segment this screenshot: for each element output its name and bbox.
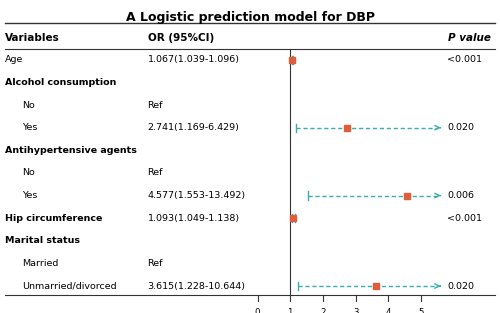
Text: Ref: Ref <box>148 100 163 110</box>
Text: 0.006: 0.006 <box>448 191 474 200</box>
Text: 4.577(1.553-13.492): 4.577(1.553-13.492) <box>148 191 246 200</box>
Text: Yes: Yes <box>22 191 38 200</box>
Text: Marital status: Marital status <box>5 236 80 245</box>
Text: OR (95%CI): OR (95%CI) <box>148 33 214 43</box>
Text: <0.001: <0.001 <box>448 55 482 64</box>
Text: 0: 0 <box>255 308 260 313</box>
Text: Yes: Yes <box>22 123 38 132</box>
Text: 3.615(1.228-10.644): 3.615(1.228-10.644) <box>148 281 246 290</box>
Text: <0.001: <0.001 <box>448 214 482 223</box>
Text: 1.093(1.049-1.138): 1.093(1.049-1.138) <box>148 214 240 223</box>
Text: 4: 4 <box>386 308 391 313</box>
Text: 1.067(1.039-1.096): 1.067(1.039-1.096) <box>148 55 240 64</box>
Text: Antihypertensive agents: Antihypertensive agents <box>5 146 137 155</box>
Text: No: No <box>22 100 35 110</box>
Text: 2: 2 <box>320 308 326 313</box>
Text: A Logistic prediction model for DBP: A Logistic prediction model for DBP <box>126 11 374 24</box>
Text: 0.020: 0.020 <box>448 281 474 290</box>
Text: Unmarried/divorced: Unmarried/divorced <box>22 281 117 290</box>
Text: Alcohol consumption: Alcohol consumption <box>5 78 116 87</box>
Text: Age: Age <box>5 55 24 64</box>
Text: Hip circumference: Hip circumference <box>5 214 102 223</box>
Text: No: No <box>22 168 35 177</box>
Text: Ref: Ref <box>148 168 163 177</box>
Text: P value: P value <box>448 33 490 43</box>
Text: Ref: Ref <box>148 259 163 268</box>
Text: 3: 3 <box>353 308 358 313</box>
Text: 2.741(1.169-6.429): 2.741(1.169-6.429) <box>148 123 240 132</box>
Text: 5: 5 <box>418 308 424 313</box>
Text: 1: 1 <box>288 308 293 313</box>
Text: 0.020: 0.020 <box>448 123 474 132</box>
Text: Married: Married <box>22 259 59 268</box>
Text: Variables: Variables <box>5 33 60 43</box>
